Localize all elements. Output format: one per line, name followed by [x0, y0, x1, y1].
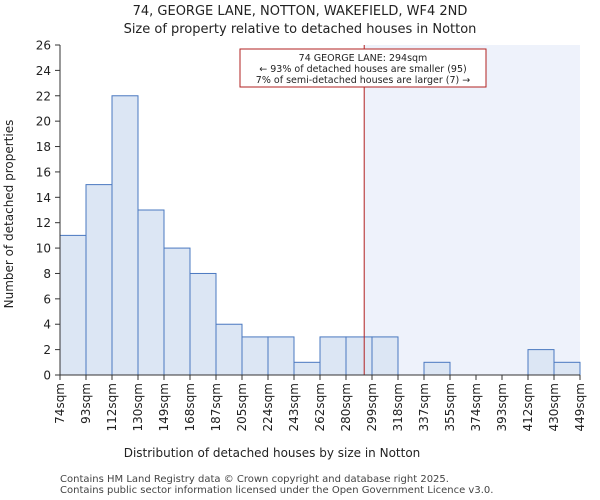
bar-74sqm — [59, 234, 87, 376]
x-tick-label: 280sqm — [339, 383, 353, 431]
bar-112sqm — [111, 95, 139, 376]
footer-line-1: Contains HM Land Registry data © Crown c… — [60, 474, 449, 485]
bar-243sqm — [293, 361, 321, 376]
x-axis: 74sqm 93sqm 112sqm 130sqm 149sqm 168sqm 187sqm… — [53, 374, 587, 431]
x-tick-label: 205sqm — [235, 383, 249, 431]
x-tick-label: 224sqm — [261, 383, 275, 431]
bar-224sqm — [267, 336, 295, 376]
x-tick-label: 449sqm — [573, 383, 587, 431]
y-tick-label: 16 — [36, 165, 51, 179]
x-tick-label: 243sqm — [287, 383, 301, 431]
y-tick-label: 26 — [36, 39, 51, 53]
annotation-line-1: 74 GEORGE LANE: 294sqm — [299, 53, 428, 64]
x-tick-label: 318sqm — [391, 383, 405, 431]
x-tick-label: 337sqm — [417, 383, 431, 431]
y-tick-label: 12 — [36, 216, 51, 230]
y-tick-label: 6 — [43, 292, 51, 306]
annotation-border — [239, 48, 487, 88]
bar-93sqm — [85, 184, 113, 376]
x-tick-label: 299sqm — [365, 383, 379, 431]
bar-299sqm — [371, 336, 399, 376]
x-tick-label: 393sqm — [495, 383, 509, 431]
y-tick-label: 4 — [43, 318, 51, 332]
plot-background — [364, 45, 580, 375]
x-tick-label: 112sqm — [105, 383, 119, 431]
y-tick-label: 8 — [43, 267, 51, 281]
highlight-region — [364, 45, 580, 375]
bars-group — [59, 95, 581, 376]
annotation-line-2: ← 93% of detached houses are smaller (95… — [259, 64, 466, 75]
x-tick-label: 374sqm — [469, 383, 483, 431]
bar-149sqm — [163, 247, 191, 376]
bar-130sqm — [137, 209, 165, 376]
bar-205sqm — [241, 336, 269, 376]
x-tick-label: 168sqm — [183, 383, 197, 431]
y-tick-label: 18 — [36, 140, 51, 154]
y-tick-label: 0 — [43, 369, 51, 383]
y-tick-label: 22 — [36, 89, 51, 103]
y-tick-label: 2 — [43, 343, 51, 357]
x-tick-label: 93sqm — [79, 383, 93, 424]
x-tick-label: 430sqm — [547, 383, 561, 431]
bar-412sqm — [527, 349, 555, 376]
y-axis-label: Number of detached properties — [2, 120, 16, 309]
bar-187sqm — [215, 323, 243, 376]
bar-337sqm — [423, 361, 451, 376]
x-tick-label: 355sqm — [443, 383, 457, 431]
x-tick-label: 187sqm — [209, 383, 223, 431]
bar-280sqm — [345, 336, 373, 376]
y-tick-label: 20 — [36, 115, 51, 129]
x-tick-label: 74sqm — [53, 383, 67, 424]
y-tick-label: 24 — [36, 64, 51, 78]
annotation-line-3: 7% of semi-detached houses are larger (7… — [256, 75, 470, 86]
x-axis-label: Distribution of detached houses by size … — [124, 446, 421, 460]
bar-262sqm — [319, 336, 347, 376]
x-tick-label: 130sqm — [131, 383, 145, 431]
x-tick-label: 262sqm — [313, 383, 327, 431]
footer-line-2: Contains public sector information licen… — [60, 485, 494, 496]
y-tick-label: 10 — [36, 242, 51, 256]
x-tick-label: 412sqm — [521, 383, 535, 431]
bar-430sqm — [553, 361, 581, 376]
x-tick-label: 149sqm — [157, 383, 171, 431]
y-tick-label: 14 — [36, 191, 51, 205]
chart-title: 74, GEORGE LANE, NOTTON, WAKEFIELD, WF4 … — [133, 4, 468, 19]
annotation-box: 74 GEORGE LANE: 294sqm ← 93% of detached… — [239, 48, 487, 88]
bar-168sqm — [189, 272, 217, 376]
chart-subtitle: Size of property relative to detached ho… — [124, 22, 477, 37]
